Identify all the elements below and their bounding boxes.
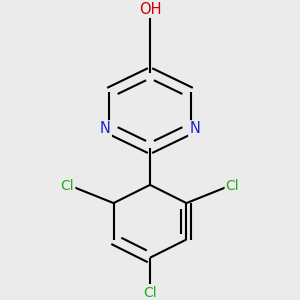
Text: Cl: Cl bbox=[226, 179, 239, 193]
Text: N: N bbox=[100, 121, 111, 136]
Text: OH: OH bbox=[139, 2, 161, 17]
Text: Cl: Cl bbox=[61, 179, 74, 193]
Text: N: N bbox=[189, 121, 200, 136]
Text: Cl: Cl bbox=[143, 286, 157, 300]
